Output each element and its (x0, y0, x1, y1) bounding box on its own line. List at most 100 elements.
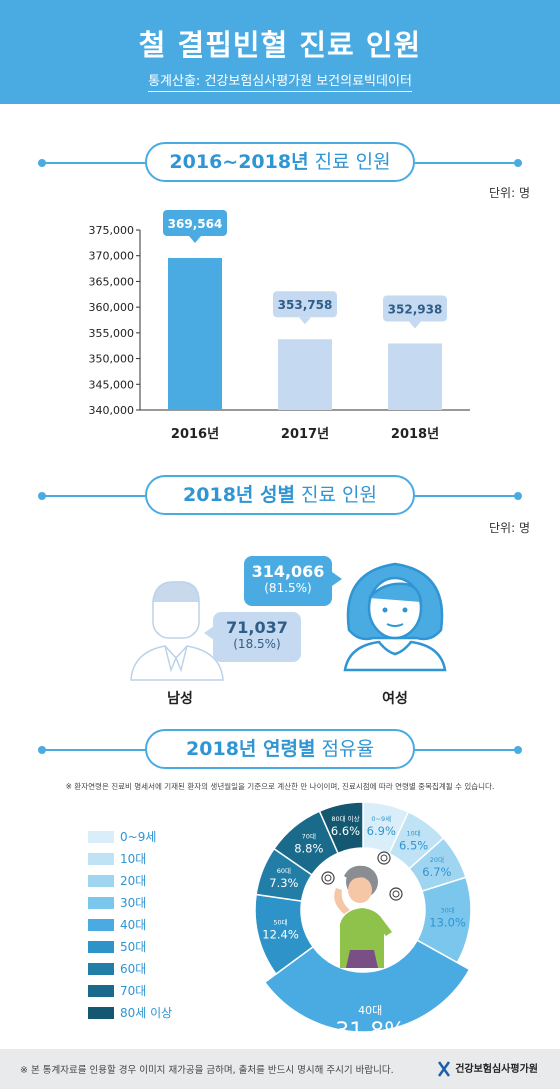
source-text: 통계산출: 건강보험심사평가원 보건의료빅데이터 (148, 74, 412, 92)
data-label: 352,938 (388, 302, 443, 316)
female-figure (343, 562, 447, 672)
slice-category-label: 70대 (302, 833, 316, 841)
legend-swatch (88, 831, 114, 843)
legend-item: 50대 (88, 938, 188, 960)
slice-category-label: 50대 (273, 919, 287, 927)
data-label-bubble (273, 291, 337, 318)
male-bubble-tail (204, 626, 214, 640)
section-title-gender-bold: 2018년 성별 (183, 484, 295, 506)
legend-item: 80세 이상 (88, 1004, 188, 1026)
slice-category-label: 80대 이상 (331, 814, 359, 823)
y-tick-label: 345,000 (89, 378, 135, 391)
male-count-bubble: 71,037 (18.5%) (213, 612, 301, 662)
legend-label: 30대 (120, 896, 147, 910)
age-legend: 0~9세 10대 20대 30대 40대 50대 60대 70대 80세 이상 (88, 828, 188, 1026)
y-tick-label: 370,000 (89, 250, 135, 263)
legend-item: 30대 (88, 894, 188, 916)
data-label-tail (189, 235, 201, 243)
legend-swatch (88, 919, 114, 931)
bar (168, 257, 222, 410)
legend-item: 10대 (88, 850, 188, 872)
slice-value-label: 12.4% (262, 928, 299, 942)
donut-slices (254, 801, 472, 1033)
legend-item: 40대 (88, 916, 188, 938)
y-axis: 340,000 345,000 350,000 355,000 360,000 365,0… (89, 224, 470, 417)
slice-value-label: 8.8% (294, 842, 323, 856)
y-tick-label: 350,000 (89, 353, 135, 366)
legend-label: 50대 (120, 940, 147, 954)
legend-label: 70대 (120, 984, 147, 998)
legend-item: 20대 (88, 872, 188, 894)
bar-series: 2016년 369,564 2017년 353,758 2018년 352,938 (163, 209, 447, 442)
slice-value-label: 31.8% (335, 1019, 405, 1044)
male-figure (130, 581, 224, 681)
legend-swatch (88, 941, 114, 953)
section-title-gender: 2018년 성별 진료 인원 (145, 475, 415, 515)
data-label-tail (299, 317, 311, 325)
section-title-yearly-rest: 진료 인원 (308, 151, 391, 173)
slice-value-label: 7.3% (269, 876, 298, 890)
female-count: 314,066 (251, 562, 325, 581)
legend-label: 20대 (120, 874, 147, 888)
section-title-yearly-bold: 2016~2018년 (169, 151, 309, 173)
male-count: 71,037 (226, 618, 288, 637)
slice-category-label: 0~9세 (371, 814, 391, 823)
data-label-tail (409, 321, 421, 329)
legend-item: 0~9세 (88, 828, 188, 850)
slice-value-label: 6.5% (399, 839, 428, 853)
data-label-bubble (383, 295, 447, 322)
unit-label-gender: 단위: 명 (489, 521, 530, 535)
x-tick-label: 2017년 (281, 427, 329, 442)
legend-label: 10대 (120, 852, 147, 866)
bar-chart: 340,000 345,000 350,000 355,000 360,000 365,0… (89, 209, 470, 442)
data-label-bubble (163, 209, 227, 236)
legend-label: 0~9세 (120, 830, 157, 844)
y-tick-label: 340,000 (89, 404, 135, 417)
female-bubble-tail (332, 572, 342, 586)
section-title-age: 2018년 연령별 점유율 (145, 729, 415, 769)
y-tick-label: 355,000 (89, 327, 135, 340)
slice-value-label: 6.9% (367, 824, 396, 838)
data-label: 353,758 (278, 298, 333, 312)
slice-category-label: 40대 (358, 1004, 382, 1017)
bar (278, 339, 332, 410)
page-title: 철 결핍빈혈 진료 인원 (138, 28, 422, 62)
legend-swatch (88, 963, 114, 975)
age-note: ※ 환자연령은 진료비 명세서에 기재된 환자의 생년월일을 기준으로 계산한 … (65, 782, 495, 791)
woman-illustration (321, 851, 403, 968)
unit-label-yearly: 단위: 명 (489, 186, 530, 200)
legend-label: 60대 (120, 962, 147, 976)
org-name: 건강보험심사평가원 (455, 1064, 538, 1075)
slice-category-label: 60대 (277, 867, 291, 875)
legend-label: 40대 (120, 918, 147, 932)
y-tick-label: 360,000 (89, 301, 135, 314)
bar (388, 343, 442, 410)
slice-value-label: 6.6% (331, 824, 360, 838)
y-tick-label: 365,000 (89, 275, 135, 288)
male-label: 남성 (167, 691, 193, 707)
source-line: 통계산출: 건강보험심사평가원 보건의료빅데이터 (0, 70, 560, 92)
footer-notice: ※ 본 통계자료를 인용할 경우 이미지 재가공을 금하며, 출처를 반드시 명… (20, 1065, 394, 1076)
female-label: 여성 (382, 691, 408, 707)
section-title-yearly: 2016~2018년 진료 인원 (145, 142, 415, 182)
header: 철 결핍빈혈 진료 인원 통계산출: 건강보험심사평가원 보건의료빅데이터 (0, 0, 560, 104)
slice-value-label: 6.7% (422, 865, 451, 879)
female-percent: (81.5%) (264, 581, 312, 595)
legend-label: 80세 이상 (120, 1006, 173, 1020)
legend-swatch (88, 875, 114, 887)
slice-value-label: 13.0% (429, 916, 466, 930)
org-logo-icon (438, 1061, 451, 1077)
legend-item: 70대 (88, 982, 188, 1004)
section-title-age-bold: 2018년 연령별 (186, 738, 316, 760)
section-title-gender-rest: 진료 인원 (294, 484, 377, 506)
slice-category-label: 30대 (440, 907, 454, 915)
legend-swatch (88, 985, 114, 997)
x-tick-label: 2018년 (391, 427, 439, 442)
data-label: 369,564 (168, 217, 223, 231)
male-percent: (18.5%) (233, 637, 281, 651)
footer: ※ 본 통계자료를 인용할 경우 이미지 재가공을 금하며, 출처를 반드시 명… (0, 1049, 560, 1089)
y-tick-label: 375,000 (89, 224, 135, 237)
legend-swatch (88, 897, 114, 909)
